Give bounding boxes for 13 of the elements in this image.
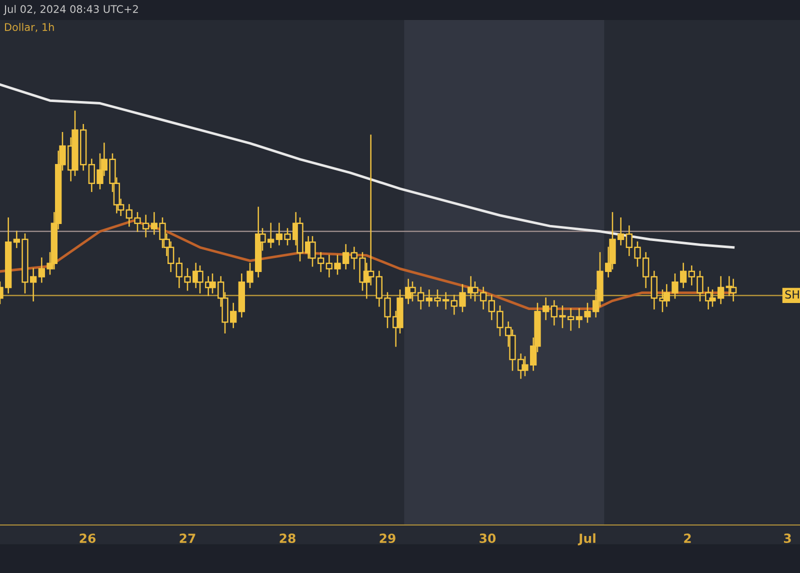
chart-title: Jul 02, 2024 08:43 UTC+2 xyxy=(3,4,138,15)
chart-subtitle: Dollar, 1h xyxy=(5,22,54,32)
x-tick-label: 28 xyxy=(280,534,296,544)
x-tick-label: Jul xyxy=(578,533,596,546)
candlestick xyxy=(368,134,374,286)
annotation: SH xyxy=(785,290,799,299)
x-tick-label: 29 xyxy=(380,534,396,544)
x-tick-label: 2 xyxy=(684,534,691,543)
x-tick-label: 30 xyxy=(480,534,496,544)
candlestick xyxy=(730,278,737,302)
x-tick-label: 3 xyxy=(784,534,791,544)
x-tick-label: 27 xyxy=(180,534,196,543)
x-tick-label: 26 xyxy=(80,534,96,544)
